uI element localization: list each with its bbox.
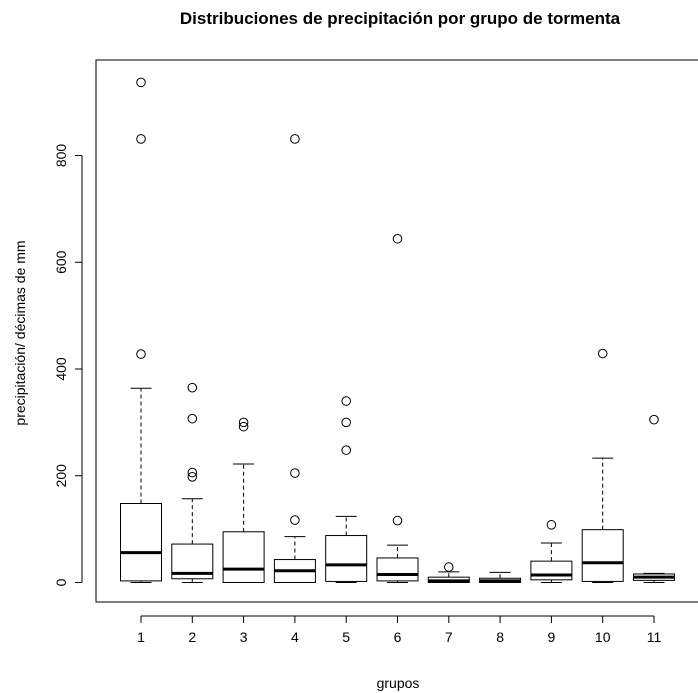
x-axis: 1 2 3 4 5 6 7 8 9 10 11: [137, 615, 662, 645]
outlier-point: [392, 233, 403, 244]
plot-frame: [95, 59, 698, 603]
box-group: [427, 562, 470, 583]
box-group: [171, 382, 214, 583]
x-tick-label: 6: [394, 629, 402, 645]
x-axis-label: grupos: [377, 675, 420, 691]
outlier-point: [187, 413, 198, 424]
y-tick-label: 400: [53, 357, 69, 381]
outlier-point: [290, 468, 300, 478]
x-tick-label: 8: [496, 629, 504, 645]
y-tick-label: 0: [53, 578, 69, 586]
chart-title: Distribuciones de precipitación por grup…: [180, 9, 621, 28]
box: [376, 557, 419, 582]
box-group: [479, 571, 522, 583]
outlier-point: [238, 417, 249, 428]
box-group: [273, 134, 316, 584]
outlier-point: [649, 414, 659, 425]
box-group: [633, 414, 675, 583]
box-group: [530, 520, 573, 583]
x-tick-label: 11: [647, 629, 662, 645]
y-axis-label: precipitación/ décimas de mm: [12, 240, 28, 425]
outlier-point: [187, 467, 198, 478]
x-tick-label: 5: [342, 629, 350, 645]
outlier-point: [597, 348, 608, 359]
y-tick-label: 200: [53, 464, 69, 488]
outlier-point: [290, 515, 300, 525]
box-group: [376, 233, 419, 583]
y-tick-label: 800: [53, 144, 69, 168]
x-tick-label: 3: [240, 629, 248, 645]
outlier-point: [136, 77, 146, 88]
box: [120, 503, 162, 582]
outlier-point: [187, 472, 198, 482]
box-group: [120, 77, 162, 583]
outlier-point: [341, 417, 352, 428]
box-group: [325, 396, 368, 583]
outlier-point: [444, 562, 454, 572]
boxes: [120, 77, 675, 584]
outlier-point: [341, 396, 352, 406]
y-axis: 0 200 400 600 800: [53, 144, 83, 586]
x-tick-label: 4: [291, 629, 299, 645]
x-tick-label: 9: [548, 629, 556, 645]
outlier-point: [290, 134, 300, 144]
x-tick-label: 7: [445, 629, 453, 645]
y-tick-label: 600: [53, 250, 69, 274]
outlier-point: [238, 421, 249, 432]
box: [530, 560, 573, 581]
box: [581, 529, 624, 582]
outlier-point: [187, 382, 198, 393]
box-group: [222, 417, 265, 584]
x-tick-label: 10: [595, 629, 611, 645]
box: [325, 535, 368, 582]
outlier-point: [136, 134, 146, 144]
outlier-point: [136, 349, 146, 359]
box: [222, 531, 265, 584]
box-group: [581, 348, 624, 583]
x-tick-label: 1: [137, 629, 145, 645]
x-tick-label: 2: [188, 629, 196, 645]
outlier-point: [341, 445, 352, 455]
outlier-point: [392, 515, 403, 526]
outlier-point: [546, 520, 557, 530]
